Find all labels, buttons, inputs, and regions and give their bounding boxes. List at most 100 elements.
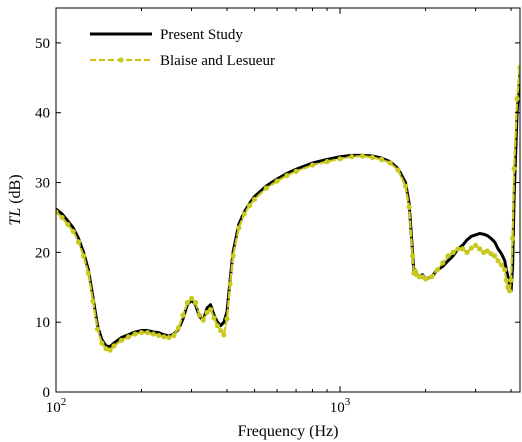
series-2-marker [510,235,516,241]
series-2-marker [132,331,138,337]
series-2-marker [514,96,520,102]
series-2-marker [450,249,456,255]
series-2-marker [56,209,59,215]
y-tick-label: 20 [35,245,50,261]
series-2-marker [196,312,203,318]
series-2-marker [492,253,498,259]
series-line-2 [56,66,520,352]
series-2-marker [230,253,236,259]
series-2-marker [175,325,182,331]
series-2-marker [59,214,65,221]
series-2-marker [387,160,393,166]
legend: Present Study Blaise and Lesueur [90,27,275,69]
data-layer [56,64,520,353]
series-2-marker [65,221,71,228]
series-2-marker [477,246,483,252]
series-2-marker [274,178,280,184]
series-2-marker [99,340,105,346]
series-2-marker [508,277,514,283]
series-2-marker [349,154,355,160]
series-2-marker [80,253,87,259]
series-2-marker [495,258,501,264]
series-2-marker [207,307,214,313]
series-2-marker [511,165,517,172]
series-2-marker [94,326,101,332]
series-2-marker [218,327,224,334]
series-2-marker [484,248,490,254]
series-2-marker [156,332,162,339]
y-axis-label-unit: (dB) [7,174,24,207]
series-2-marker [422,276,429,282]
series-2-marker [369,154,376,161]
series-2-marker [75,239,82,245]
series-2-marker [214,323,220,329]
series-2-marker [309,162,316,168]
series-2-marker [506,288,513,294]
series-2-marker [246,202,253,209]
legend-label-1: Present Study [160,27,243,43]
x-tick-label: 102 [46,396,67,416]
series-2-marker [211,315,217,321]
x-tick-label: 103 [330,396,351,416]
y-tick-label: 50 [35,36,50,52]
series-2-marker [125,334,132,340]
series-2-marker [263,185,269,191]
series-2-marker [227,281,233,287]
series-2-marker [200,317,206,323]
series-2-marker [378,156,385,163]
series-2-marker [468,245,475,251]
series-line-1 [56,69,520,349]
series-2-marker [236,225,242,231]
x-axis-label: Frequency (Hz) [238,423,339,440]
series-2-marker [359,153,366,159]
series-2-marker [180,312,186,318]
series-2-marker [517,64,520,70]
y-tick-label: 30 [35,176,50,192]
series-2-marker [284,172,290,179]
y-tick-label: 0 [43,385,51,401]
axis-ticks: 0 10 20 30 40 50 102 103 [35,8,520,416]
series-2-marker [395,167,401,173]
series-2-marker [161,334,167,340]
series-2-marker [502,267,508,273]
series-2-marker [402,183,409,189]
y-axis-label: TL (dB) [7,174,24,225]
series-2-marker [440,260,446,266]
series-2-marker [171,332,177,339]
series-2-marker [70,228,76,235]
series-2-marker [144,330,151,336]
series-2-marker [337,156,343,162]
series-2-marker [251,196,258,202]
series-2-marker [409,253,416,259]
series-2-marker [445,253,451,259]
series-2-marker [324,159,330,165]
series-2-marker [221,332,227,338]
series-2-marker [192,300,199,306]
series-2-marker [204,309,210,316]
series-2-marker [150,331,156,337]
y-tick-label: 40 [35,106,50,122]
series-2-marker [434,267,440,273]
plot-frame [55,7,521,393]
series-2-marker [184,300,190,306]
series-2-marker [85,270,91,276]
series-2-marker [472,242,479,248]
legend-label-2: Blaise and Lesueur [160,53,275,69]
series-2-marker [107,347,113,353]
series-2-marker [455,246,461,252]
series-2-marker [503,277,509,283]
series-2-marker [138,330,145,336]
y-tick-label: 10 [35,315,50,331]
y-axis-label-symbol: TL [7,208,24,226]
series-2-marker [293,168,299,174]
series-2-marker [224,316,230,322]
series-2-marker [428,274,435,280]
series-2-marker [459,246,466,252]
series-2-marker [406,204,412,210]
series-2-marker [464,249,470,255]
legend-marker-2 [118,57,124,63]
series-2-marker [90,298,96,304]
series-2-marker [111,343,117,349]
series-2-marker [166,334,172,341]
